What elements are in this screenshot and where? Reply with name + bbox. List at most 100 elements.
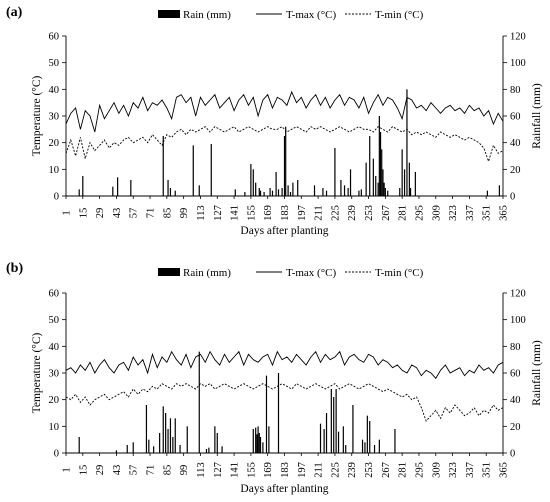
y-left-tick-label: 30 <box>49 112 60 123</box>
x-tick-label: 127 <box>213 462 224 478</box>
chart-panel-b: (b) Rain (mm) T-max (°C) T-min (°C)01020304… <box>6 261 543 495</box>
y-left-tick-label: 10 <box>49 165 60 176</box>
x-tick-label: 71 <box>146 465 157 476</box>
x-tick-label: 57 <box>129 465 140 476</box>
x-tick-label: 365 <box>499 462 510 478</box>
x-tick-label: 253 <box>364 462 375 478</box>
panel-label: (b) <box>6 261 23 276</box>
y-right-tick-label: 40 <box>510 395 521 406</box>
legend-rain-swatch <box>158 10 180 18</box>
y-right-tick-label: 20 <box>510 165 521 176</box>
x-tick-label: 351 <box>482 462 493 478</box>
y-left-tick-label: 30 <box>49 369 60 380</box>
y-axis-right-title: Rainfall (mm) <box>531 83 543 149</box>
x-tick-label: 295 <box>414 205 425 221</box>
x-tick-label: 267 <box>381 205 392 221</box>
x-tick-label: 113 <box>196 205 207 220</box>
legend-tmax-label: T-max (°C) <box>286 9 336 21</box>
y-left-tick-label: 40 <box>49 85 60 96</box>
y-left-tick-label: 20 <box>49 138 60 149</box>
y-right-tick-label: 0 <box>510 192 515 203</box>
x-tick-label: 295 <box>414 462 425 478</box>
legend-rain-label: Rain (mm) <box>183 9 231 21</box>
x-tick-label: 127 <box>213 205 224 221</box>
x-tick-label: 57 <box>129 208 140 219</box>
legend-rain-label: Rain (mm) <box>183 267 231 279</box>
x-tick-label: 85 <box>162 465 173 476</box>
panel-label: (a) <box>6 5 23 20</box>
y-right-tick-label: 40 <box>510 138 521 149</box>
x-tick-label: 225 <box>330 205 341 221</box>
chart-panel-a: (a) Rain (mm) T-max (°C) T-min (°C)01020304… <box>6 5 543 237</box>
x-tick-label: 169 <box>263 462 274 478</box>
y-left-tick-label: 0 <box>54 449 59 460</box>
x-tick-label: 323 <box>448 462 459 478</box>
x-tick-label: 211 <box>314 462 325 477</box>
x-tick-label: 169 <box>263 205 274 221</box>
x-tick-label: 337 <box>465 462 476 478</box>
y-right-tick-label: 20 <box>510 422 521 433</box>
y-right-tick-label: 0 <box>510 449 515 460</box>
legend-tmin-label: T-min (°C) <box>375 267 424 279</box>
x-tick-label: 309 <box>431 205 442 221</box>
y-right-tick-label: 100 <box>510 315 526 326</box>
x-axis-title: Days after planting <box>240 483 328 495</box>
legend-tmax-label: T-max (°C) <box>286 267 336 279</box>
y-axis-right-title: Rainfall (mm) <box>531 340 543 406</box>
y-left-tick-label: 60 <box>49 32 60 43</box>
x-tick-label: 267 <box>381 462 392 478</box>
x-tick-label: 183 <box>280 462 291 478</box>
x-tick-label: 281 <box>398 462 409 478</box>
x-tick-label: 113 <box>196 462 207 477</box>
x-tick-label: 29 <box>95 208 106 219</box>
y-axis-left-title: Temperature (°C) <box>31 332 43 413</box>
y-axis-left-title: Temperature (°C) <box>31 75 43 156</box>
legend-tmin-label: T-min (°C) <box>375 9 424 21</box>
rain-series <box>78 351 396 453</box>
x-tick-label: 15 <box>78 208 89 219</box>
x-tick-label: 155 <box>246 462 257 478</box>
y-right-tick-label: 80 <box>510 342 521 353</box>
tmax-line <box>65 350 504 380</box>
x-tick-label: 239 <box>347 462 358 478</box>
tmax-line <box>65 90 504 133</box>
x-tick-label: 141 <box>230 205 241 221</box>
tmin-line <box>65 383 504 422</box>
legend-rain-swatch <box>158 268 180 276</box>
x-tick-label: 43 <box>112 208 123 219</box>
x-tick-label: 337 <box>465 205 476 221</box>
x-tick-label: 211 <box>314 205 325 220</box>
x-tick-label: 99 <box>179 208 190 219</box>
y-left-tick-label: 20 <box>49 395 60 406</box>
rain-series <box>78 89 500 196</box>
y-left-tick-label: 50 <box>49 58 60 69</box>
x-tick-label: 253 <box>364 205 375 221</box>
y-left-tick-label: 10 <box>49 422 60 433</box>
x-tick-label: 323 <box>448 205 459 221</box>
x-tick-label: 183 <box>280 205 291 221</box>
x-tick-label: 85 <box>162 208 173 219</box>
x-tick-label: 197 <box>297 205 308 221</box>
x-tick-label: 141 <box>230 462 241 478</box>
y-left-tick-label: 40 <box>49 342 60 353</box>
x-tick-label: 1 <box>62 467 73 472</box>
y-right-tick-label: 120 <box>510 32 526 43</box>
x-tick-label: 1 <box>62 210 73 215</box>
y-right-tick-label: 60 <box>510 369 521 380</box>
y-right-tick-label: 100 <box>510 58 526 69</box>
y-left-tick-label: 0 <box>54 192 59 203</box>
x-tick-label: 281 <box>398 205 409 221</box>
legend: Rain (mm) T-max (°C) T-min (°C) <box>158 267 424 279</box>
y-left-tick-label: 50 <box>49 315 60 326</box>
x-tick-label: 43 <box>112 465 123 476</box>
y-left-tick-label: 60 <box>49 289 60 300</box>
x-tick-label: 239 <box>347 205 358 221</box>
y-right-tick-label: 60 <box>510 112 521 123</box>
x-tick-label: 71 <box>146 208 157 219</box>
x-tick-label: 29 <box>95 465 106 476</box>
x-tick-label: 365 <box>499 205 510 221</box>
x-tick-label: 197 <box>297 462 308 478</box>
x-tick-label: 225 <box>330 462 341 478</box>
x-axis-title: Days after planting <box>240 225 328 237</box>
